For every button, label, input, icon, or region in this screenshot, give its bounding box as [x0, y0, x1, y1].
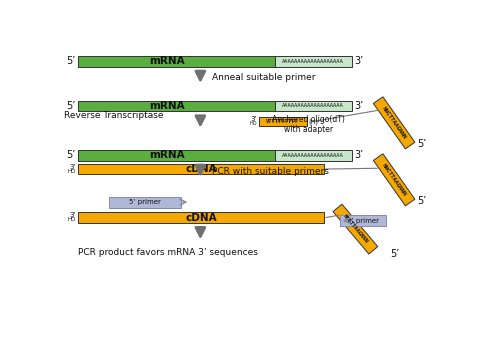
- Text: 5’: 5’: [66, 101, 75, 111]
- Bar: [333, 204, 378, 254]
- Bar: [78, 100, 275, 111]
- Text: PCR with suitable primers: PCR with suitable primers: [212, 167, 329, 176]
- Text: 3’: 3’: [70, 164, 76, 170]
- Text: 3’ primer: 3’ primer: [347, 218, 379, 224]
- Text: 3’: 3’: [250, 116, 257, 122]
- Text: 5’: 5’: [417, 196, 427, 206]
- Text: 5’: 5’: [417, 140, 427, 149]
- Text: HO: HO: [68, 217, 76, 222]
- Bar: [78, 164, 324, 175]
- Text: NNCTTAAGNNN: NNCTTAAGNNN: [381, 105, 407, 140]
- Text: 5’: 5’: [66, 150, 75, 160]
- Bar: [109, 197, 181, 208]
- Text: Anchored oligo(dT)
with adapter: Anchored oligo(dT) with adapter: [272, 115, 345, 134]
- Text: 5’: 5’: [390, 249, 400, 259]
- Text: 3’: 3’: [354, 56, 363, 66]
- Text: 3’: 3’: [354, 150, 363, 160]
- Bar: [275, 100, 352, 111]
- Text: HO: HO: [68, 169, 76, 174]
- Text: PCR product favors mRNA 3’ sequences: PCR product favors mRNA 3’ sequences: [78, 248, 258, 257]
- Text: NNCTTAAGNNN: NNCTTAAGNNN: [342, 214, 369, 244]
- Text: mRNA: mRNA: [149, 56, 185, 66]
- Text: VTTTTTTTTT: VTTTTTTTTT: [266, 119, 299, 124]
- Text: AAAAAAAAAAAAAAAAAAA: AAAAAAAAAAAAAAAAAAA: [282, 103, 344, 109]
- Bar: [259, 117, 306, 126]
- Bar: [78, 150, 275, 160]
- Text: cDNA: cDNA: [186, 213, 217, 222]
- Text: AAAAAAAAAAAAAAAAAAA: AAAAAAAAAAAAAAAAAAA: [282, 59, 344, 64]
- Text: 5’ primer: 5’ primer: [129, 199, 161, 205]
- Text: Reverse Transcriptase: Reverse Transcriptase: [64, 111, 164, 120]
- Bar: [374, 97, 415, 149]
- Text: 5’: 5’: [66, 56, 75, 66]
- Text: Anneal suitable primer: Anneal suitable primer: [212, 73, 316, 82]
- Bar: [374, 154, 415, 206]
- Bar: [275, 56, 352, 67]
- Text: AAAAAAAAAAAAAAAAAAA: AAAAAAAAAAAAAAAAAAA: [282, 153, 344, 158]
- Bar: [78, 212, 324, 223]
- Text: cDNA: cDNA: [186, 164, 217, 174]
- Text: mRNA: mRNA: [149, 101, 185, 111]
- Text: 3’: 3’: [354, 101, 363, 111]
- Bar: [78, 56, 275, 67]
- Text: mRNA: mRNA: [149, 150, 185, 160]
- Text: 3’: 3’: [70, 212, 76, 218]
- Bar: [340, 215, 386, 226]
- Text: (n): (n): [308, 118, 318, 125]
- Text: HO: HO: [249, 121, 257, 126]
- Bar: [275, 150, 352, 160]
- Text: NNCTTAAGNNN: NNCTTAAGNNN: [381, 163, 407, 197]
